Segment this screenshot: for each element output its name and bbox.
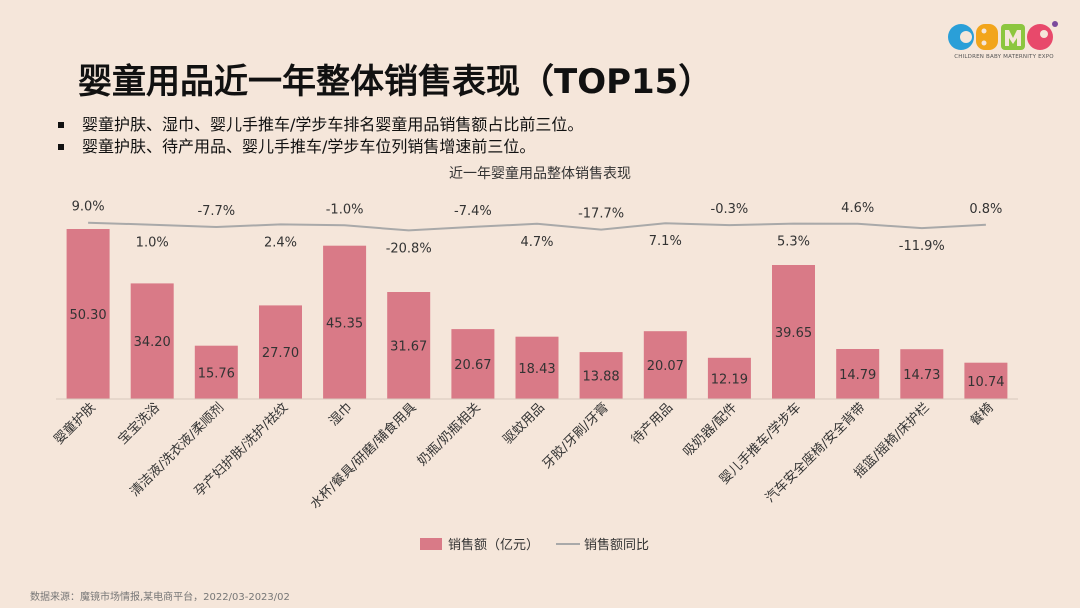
bar-value-label: 31.67 — [390, 340, 427, 355]
legend-bar-swatch — [420, 538, 442, 550]
line-layer — [88, 221, 986, 232]
chart-legend: 销售额（亿元） 销售额同比 — [420, 537, 649, 553]
bar-value-label: 27.70 — [262, 346, 299, 361]
cbme-logo-icon — [948, 21, 1058, 50]
growth-value-label: -7.4% — [454, 204, 492, 219]
data-source: 数据来源：魔镜市场情报,某电商平台，2022/03-2023/02 — [30, 592, 290, 603]
growth-line — [88, 221, 986, 232]
category-tick-label: 奶瓶/奶瓶相关 — [415, 400, 484, 469]
category-tick-label: 宝宝洗浴 — [116, 400, 163, 447]
growth-value-label: -7.7% — [197, 204, 235, 219]
bar-value-label: 13.88 — [582, 370, 619, 385]
bullet-item: 婴童护肤、湿巾、婴儿手推车/学步车排名婴童用品销售额占比前三位。 — [56, 114, 583, 136]
growth-value-label: 2.4% — [264, 235, 297, 250]
category-tick-label: 待产用品 — [629, 400, 676, 447]
bar-10 — [707, 357, 751, 399]
page-title: 婴童用品近一年整体销售表现（TOP15） — [78, 62, 713, 102]
growth-value-label: 9.0% — [72, 200, 105, 215]
bar-4 — [323, 245, 367, 399]
bar-value-label: 14.79 — [839, 368, 876, 383]
bar-value-label: 14.73 — [903, 368, 940, 383]
growth-value-label: 0.8% — [969, 202, 1002, 217]
growth-value-label: -11.9% — [899, 239, 945, 254]
summary-bullets: 婴童护肤、湿巾、婴儿手推车/学步车排名婴童用品销售额占比前三位。 婴童护肤、待产… — [56, 114, 583, 158]
bar-6 — [451, 329, 495, 399]
bar-value-label: 10.74 — [967, 375, 1004, 390]
bar-value-label: 45.35 — [326, 316, 363, 331]
bar-8 — [579, 352, 623, 399]
bar-value-label: 20.67 — [454, 358, 491, 373]
category-tick-label: 婴童护肤 — [51, 400, 99, 448]
bar-14 — [964, 362, 1008, 399]
bar-value-label: 18.43 — [518, 362, 555, 377]
bar-value-label: 20.07 — [647, 359, 684, 374]
bar-value-label: 50.30 — [69, 308, 106, 323]
growth-value-label: -20.8% — [386, 241, 432, 256]
bar-value-label: 34.20 — [134, 335, 171, 350]
bullet-item: 婴童护肤、待产用品、婴儿手推车/学步车位列销售增速前三位。 — [56, 136, 583, 158]
growth-value-label: 4.6% — [841, 201, 874, 216]
category-tick-label: 牙胶/牙刷/牙膏 — [539, 400, 612, 473]
growth-value-label: -1.0% — [326, 202, 364, 217]
bar-3 — [259, 305, 302, 399]
bar-12 — [836, 349, 880, 399]
category-tick-label: 水杯/餐具/研磨/辅食用具 — [307, 400, 420, 513]
logo-caption: CHILDREN BABY MATERNITY EXPO — [954, 54, 1054, 60]
bar-2 — [194, 345, 238, 399]
bar-7 — [515, 336, 559, 399]
category-tick-label: 餐椅 — [967, 400, 997, 430]
category-tick-label: 驱蚊用品 — [500, 400, 547, 447]
legend-bar-label: 销售额（亿元） — [448, 537, 539, 553]
bar-1 — [130, 283, 174, 399]
bar-0 — [66, 229, 110, 399]
category-tick-label: 湿巾 — [326, 400, 355, 429]
growth-value-label: 1.0% — [136, 236, 169, 251]
bar-9 — [643, 331, 687, 399]
legend-line-label: 销售额同比 — [584, 537, 649, 553]
chart-title: 近一年婴童用品整体销售表现 — [449, 165, 631, 182]
bar-11 — [772, 265, 815, 399]
growth-value-label: 7.1% — [649, 234, 682, 249]
bar-5 — [387, 292, 431, 399]
growth-value-label: -17.7% — [578, 207, 624, 222]
bar-13 — [900, 349, 944, 399]
category-tick-label: 吸奶器/配件 — [681, 400, 741, 460]
bar-value-label: 12.19 — [711, 372, 748, 387]
growth-value-label: -0.3% — [711, 202, 749, 217]
growth-value-label: 4.7% — [520, 235, 553, 250]
growth-value-label: 5.3% — [777, 235, 810, 250]
bars-layer — [66, 229, 1008, 399]
bar-value-label: 39.65 — [775, 326, 812, 341]
bar-value-label: 15.76 — [198, 366, 235, 381]
